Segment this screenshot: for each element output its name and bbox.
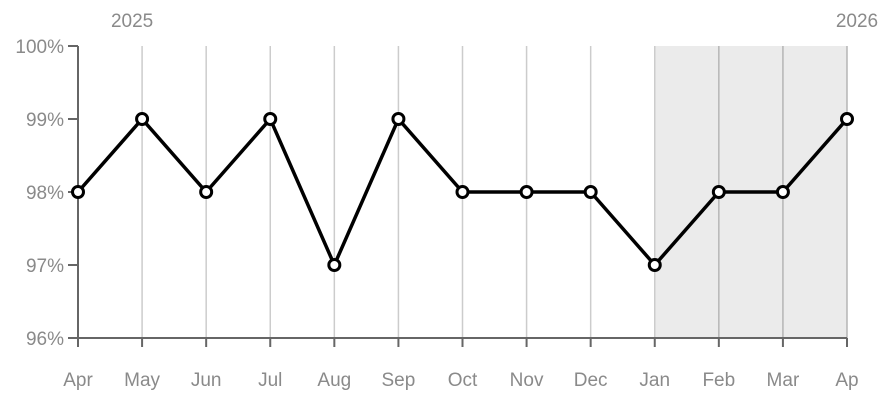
data-point-feb (711, 185, 726, 199)
data-point-jan (647, 258, 662, 272)
x-tick-label-oct: Oct (448, 370, 478, 391)
x-tick-label-sep: Sep (382, 370, 416, 391)
y-tick-label: 96% (26, 329, 64, 350)
year-label-2025: 2025 (111, 11, 153, 32)
data-point-dec (583, 185, 598, 199)
x-tick-label-mar: Mar (767, 370, 800, 391)
data-point-ap (840, 112, 854, 126)
x-tick-label-aug: Aug (317, 370, 351, 391)
data-point-nov (519, 185, 534, 199)
year-label-2026: 2026 (836, 11, 878, 32)
data-point-mar (775, 185, 790, 199)
x-ticks: Apr May Jun Jul Aug Sep Oct Nov Dec Jan Feb Mar Ap (63, 338, 859, 391)
x-tick-label-apr: Apr (63, 370, 93, 391)
data-point-jun (199, 185, 214, 199)
data-point-sep (391, 112, 406, 126)
y-tick-label: 100% (15, 37, 64, 58)
x-tick-label-feb: Feb (702, 370, 735, 391)
x-tick-label-jun: Jun (191, 370, 222, 391)
data-point-apr (71, 185, 85, 199)
x-tick-label-may: May (124, 370, 160, 391)
year-labels: 2025 2026 (111, 11, 878, 32)
data-point-oct (455, 185, 470, 199)
x-tick-label-dec: Dec (574, 370, 608, 391)
x-tick-label-jan: Jan (639, 370, 670, 391)
y-tick-label: 98% (26, 183, 64, 204)
x-tick-label-ap: Ap (835, 370, 858, 391)
y-ticks: 100% 99% 98% 97% 96% (15, 37, 78, 350)
data-point-aug (327, 258, 342, 272)
x-tick-label-jul: Jul (258, 370, 282, 391)
data-points (71, 112, 854, 272)
x-tick-label-nov: Nov (510, 370, 544, 391)
data-point-may (135, 112, 150, 126)
data-point-jul (263, 112, 278, 126)
y-tick-label: 97% (26, 256, 64, 277)
y-tick-label: 99% (26, 110, 64, 131)
